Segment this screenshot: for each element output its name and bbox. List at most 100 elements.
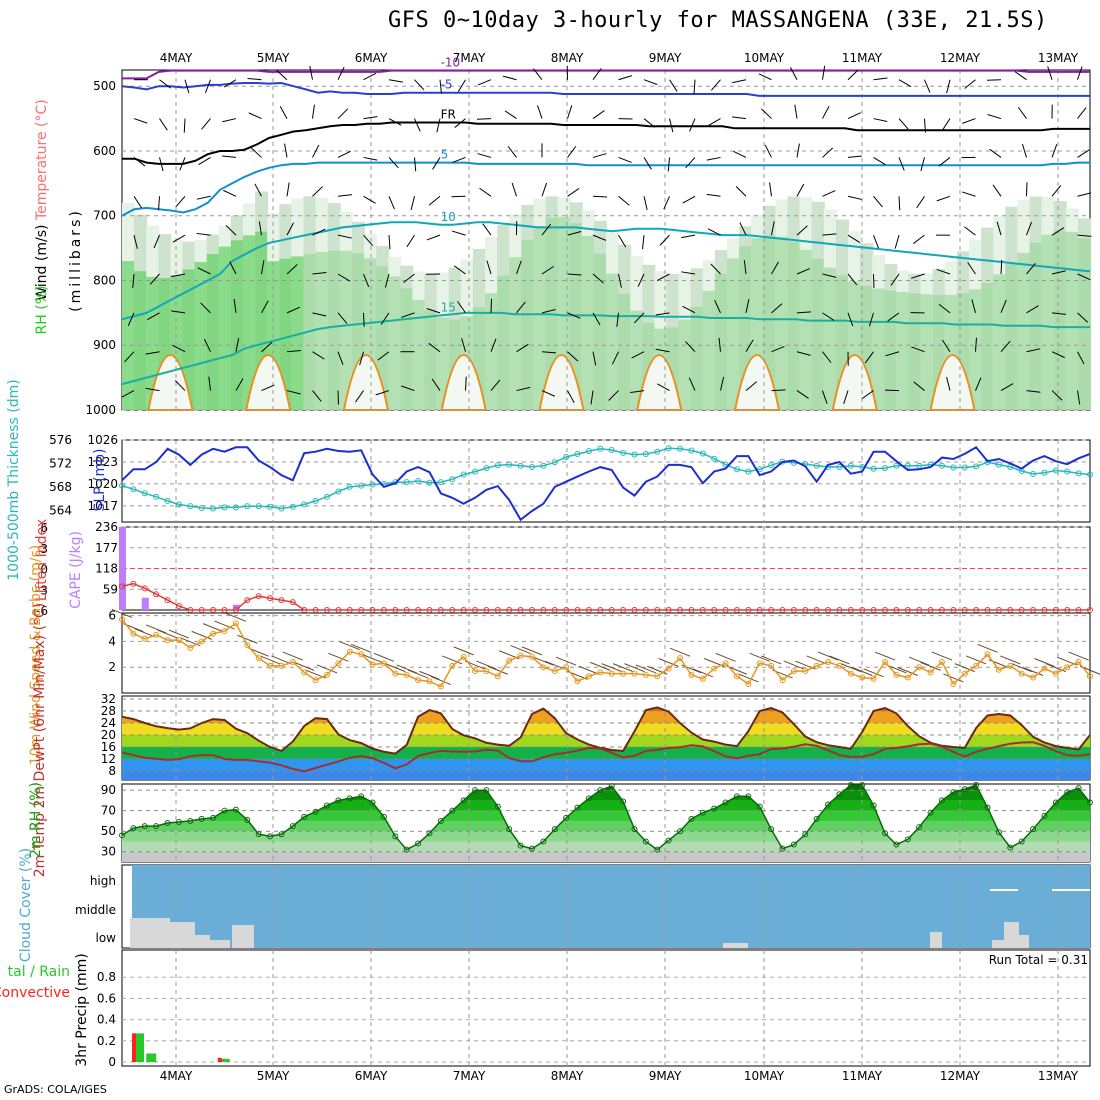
wind-barb	[964, 226, 976, 236]
lifted-index-series-point	[973, 607, 980, 613]
wind10m-barb	[350, 643, 372, 653]
wind-barb	[247, 77, 262, 81]
wind10m-series-point	[289, 659, 296, 666]
ylabel-temperature: Temperature (°C)	[34, 99, 50, 221]
rh-shade-col-mid	[230, 240, 244, 410]
thickness-tick-572: 572	[49, 456, 72, 470]
wind-barb	[688, 377, 696, 391]
lifted-index-series-point	[494, 607, 501, 613]
wind-barb	[261, 341, 273, 353]
wind-barb	[504, 110, 517, 119]
wind-barb	[426, 234, 441, 241]
rh2m-series-point	[506, 826, 513, 833]
warm-plume	[929, 354, 976, 411]
lifted-index-series-point	[631, 607, 638, 613]
lifted-index-series-point	[790, 607, 797, 613]
thickness-series-point	[119, 482, 125, 489]
thickness-series-point	[665, 445, 672, 452]
wind10m-barb	[453, 646, 474, 656]
thickness-series-point	[1087, 471, 1093, 478]
wind-barb	[643, 157, 652, 170]
x-tick-top-4MAY: 4MAY	[160, 51, 193, 65]
rh2m-series-point	[779, 845, 786, 852]
wind-barb	[796, 225, 808, 236]
cloud-background	[132, 865, 1090, 948]
wind10m-series-point	[893, 671, 900, 678]
rh-shade-col-mid	[206, 253, 220, 410]
slp-tick-1017: 1017	[87, 499, 118, 513]
lifted-index-series-point	[403, 607, 410, 613]
wind-barb	[1000, 340, 1011, 353]
x-tick-bottom-6MAY: 6MAY	[355, 1069, 388, 1083]
thickness-tick-576: 576	[49, 433, 72, 447]
lifted-index-series-point	[802, 607, 809, 613]
wind10m-barb	[817, 651, 839, 661]
low-cloud-block	[195, 935, 210, 948]
rh-band	[122, 790, 1090, 801]
wind10m-barb	[407, 669, 429, 679]
wind10m-barb	[328, 652, 349, 662]
wind-barb	[946, 79, 951, 94]
wind-barb	[428, 342, 441, 353]
wind-barb	[355, 390, 364, 403]
wind-barb	[611, 351, 619, 365]
rh-shade-col-mid	[412, 300, 426, 410]
wind-barb	[465, 376, 467, 391]
rh2m-series-point	[1064, 789, 1071, 796]
wind-barb	[643, 196, 648, 211]
wind-barb	[457, 79, 466, 92]
lifted-index-series-point	[380, 607, 387, 613]
wind10m-barb	[658, 658, 679, 667]
rh-shade-col-mid	[339, 250, 353, 410]
wind-barb	[946, 376, 951, 391]
low-cloud-block	[723, 943, 748, 948]
lifted-index-series-point	[164, 597, 171, 604]
wind10m-series-point	[210, 630, 217, 637]
isotherm-label--10: -10	[441, 56, 461, 70]
wind-barb	[743, 260, 747, 275]
temp-band	[122, 759, 1090, 771]
rh2m-series-point	[620, 798, 627, 805]
rh2m-series-point	[210, 814, 217, 821]
lifted-index-series-point	[187, 607, 194, 613]
lifted-index-series-point	[745, 607, 752, 613]
cape-tick-59: 59	[103, 582, 118, 596]
wind-barb	[873, 234, 879, 249]
rh-shade-col-mid	[690, 306, 704, 410]
wind-barb	[254, 183, 262, 197]
wind-barb	[388, 79, 403, 83]
lifted-index-series-point	[369, 607, 376, 613]
wind-barb	[637, 273, 645, 287]
cape-tick-177: 177	[95, 541, 118, 555]
lifted-index-series-point	[335, 607, 342, 613]
wind-barb	[847, 273, 858, 286]
wind-barb	[261, 260, 265, 275]
lifted-index-ylabel: Lifted Index	[34, 519, 50, 601]
wind-barb	[222, 155, 237, 158]
wind-barb	[667, 157, 670, 172]
wind10m-barb	[874, 651, 896, 661]
rh2m-series-point	[790, 841, 797, 848]
li-tick-2: 0	[40, 563, 48, 577]
wind-barb	[642, 235, 645, 250]
thickness-series-point	[904, 462, 911, 469]
wind10m-series-point	[847, 670, 854, 677]
wind-barb	[924, 118, 926, 133]
low-cloud-block	[1019, 935, 1029, 948]
rh-shade-col-mid	[993, 274, 1007, 410]
wind10m-series-point	[437, 683, 444, 690]
wind10m-barb	[601, 663, 622, 673]
wind10m-barb	[783, 660, 805, 670]
wind-barb	[403, 273, 415, 284]
wind-barb	[718, 337, 721, 352]
wind10m-series-point	[745, 680, 752, 687]
x-tick-bottom-9MAY: 9MAY	[649, 1069, 682, 1083]
wind10m-series-point	[517, 652, 524, 659]
wind-barb	[1026, 348, 1041, 353]
wind-barb	[250, 147, 262, 158]
thickness-series-point	[426, 479, 433, 486]
wind-barb	[439, 79, 442, 94]
lifted-index-series-point	[506, 607, 513, 613]
rh2m-series-point	[312, 808, 319, 815]
wind10m-series-point	[415, 677, 422, 684]
